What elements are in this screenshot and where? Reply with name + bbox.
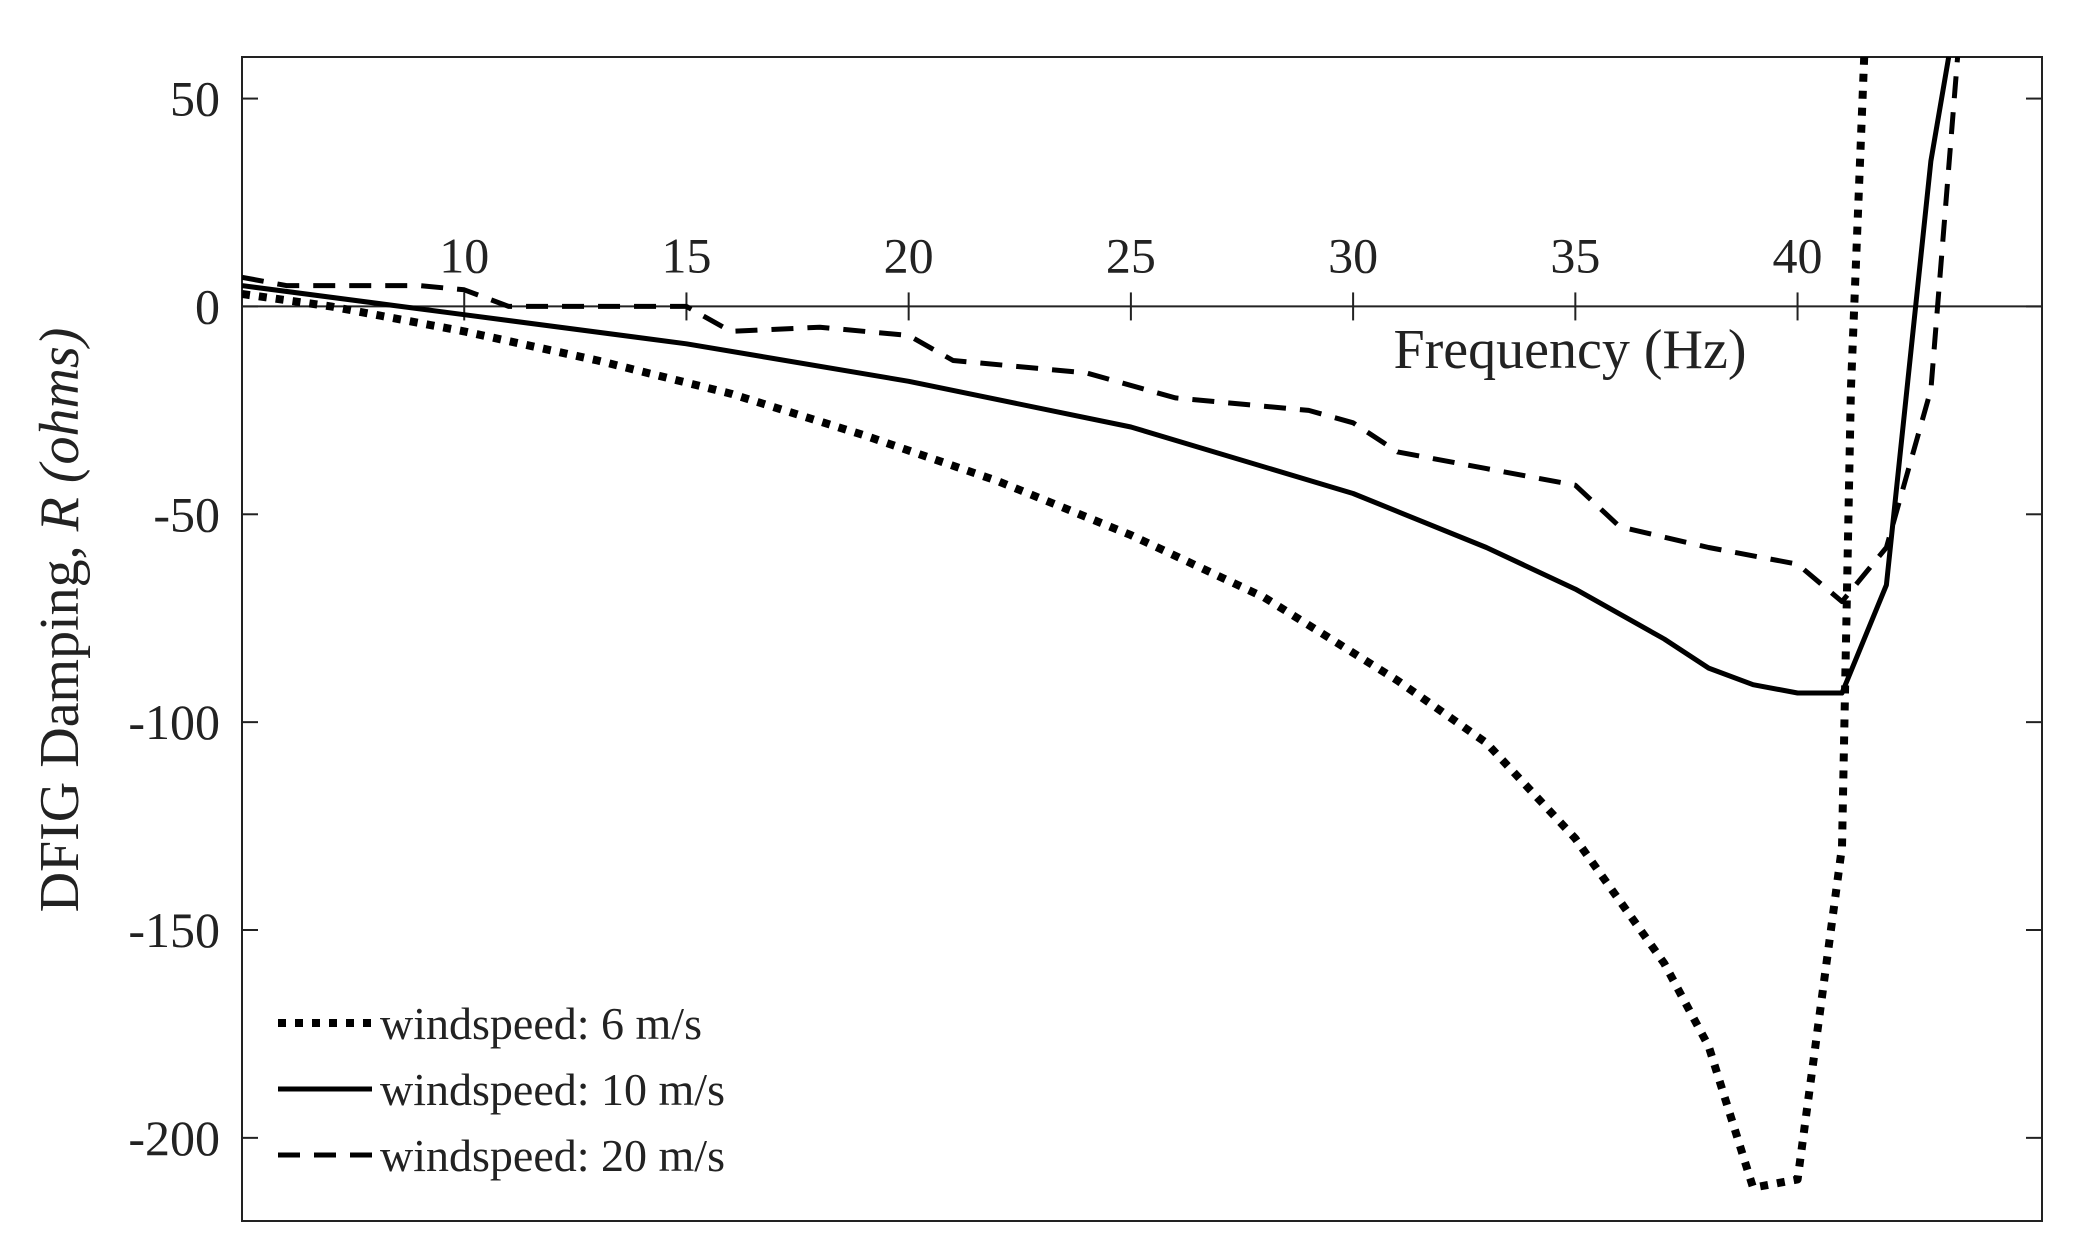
series-group (242, 57, 1961, 1192)
y-axis-title-main: DFIG Damping, (29, 531, 91, 912)
y-tick-label: -100 (128, 694, 220, 750)
x-tick-label: 20 (884, 227, 934, 283)
x-tick-label: 15 (661, 227, 711, 283)
y-tick-label: -200 (128, 1110, 220, 1166)
x-tick-label: 40 (1773, 227, 1823, 283)
y-tick-label: 50 (170, 71, 220, 127)
y-tick-label: -50 (153, 486, 220, 542)
series-line-dashed (242, 57, 1961, 605)
y-axis-title-italic: R (ohms) (29, 328, 91, 533)
x-tick-label: 30 (1328, 227, 1378, 283)
series-line-dotted (242, 57, 1869, 1192)
legend: windspeed: 6 m/s windspeed: 10 m/s windspe… (278, 998, 725, 1181)
y-ticks: 50 0 -50 -100 -150 -200 (128, 71, 2042, 1166)
y-tick-label: -150 (128, 902, 220, 958)
y-axis-title: DFIG Damping, R (ohms) (29, 328, 91, 913)
x-ticks: 10 15 20 25 30 35 40 (439, 227, 1823, 321)
x-tick-label: 35 (1550, 227, 1600, 283)
legend-label: windspeed: 6 m/s (380, 998, 702, 1049)
x-tick-label: 25 (1106, 227, 1156, 283)
plot-area (241, 56, 2043, 1222)
x-tick-label: 10 (439, 227, 489, 283)
legend-label: windspeed: 20 m/s (380, 1130, 725, 1181)
series-line-solid (242, 57, 1952, 696)
legend-label: windspeed: 10 m/s (380, 1064, 725, 1115)
x-axis-title: Frequency (Hz) (1394, 319, 1747, 381)
y-tick-label: 0 (195, 278, 220, 334)
